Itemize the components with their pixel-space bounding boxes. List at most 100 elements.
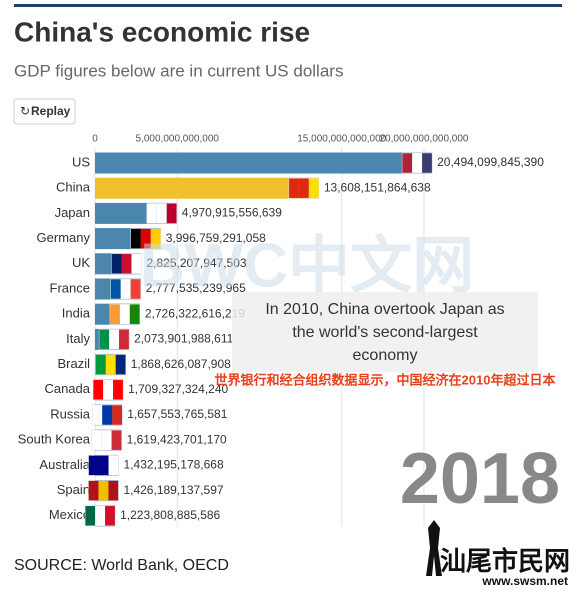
- value-label: 2,777,535,239,965: [146, 281, 246, 295]
- flag-stripe: [98, 455, 109, 476]
- site-logo: 汕尾市民网 www.swsm.net: [426, 520, 570, 588]
- flag-border: [111, 253, 142, 275]
- flag-border: [92, 404, 123, 426]
- flag-stripe: [121, 253, 132, 274]
- chart-title: China's economic rise: [14, 16, 310, 47]
- category-label: US: [72, 154, 90, 169]
- flag: [88, 480, 119, 501]
- annotation-line: economy: [353, 347, 418, 364]
- value-label: 1,223,808,885,586: [120, 508, 220, 522]
- flag: [401, 152, 433, 174]
- flag: [92, 404, 123, 426]
- value-label: 20,494,099,845,390: [437, 155, 544, 169]
- flag-border: [91, 429, 122, 451]
- flag-stripe: [166, 203, 177, 224]
- button-label[interactable]: Replay: [31, 104, 71, 118]
- flag-stripe: [146, 203, 157, 224]
- flag-stripe: [105, 505, 116, 526]
- flag-stripe: [88, 480, 99, 501]
- value-label: 4,970,915,556,639: [182, 206, 282, 220]
- flag-stripe: [140, 228, 151, 249]
- value-label: 2,073,901,988,611: [134, 332, 234, 346]
- flag-stripe: [111, 253, 122, 274]
- flag-stripe: [110, 279, 121, 299]
- flag-stripe: [92, 405, 103, 425]
- flag-stripe: [102, 405, 113, 425]
- flag: [110, 278, 141, 300]
- flag: [98, 329, 130, 350]
- category-label: Australia: [39, 457, 90, 472]
- site-url: www.swsm.net: [481, 574, 568, 588]
- value-label: 1,868,626,087,908: [131, 357, 231, 371]
- flag: [109, 303, 141, 325]
- flag-stripe: [95, 354, 106, 375]
- value-label: 1,426,189,137,597: [123, 483, 223, 497]
- annotation-line: the world's second-largest: [292, 324, 478, 341]
- flag: [288, 177, 320, 199]
- flag-stripe: [105, 354, 116, 375]
- flag: [91, 429, 122, 451]
- flag-stripe: [422, 153, 433, 173]
- flag-stripe: [108, 455, 119, 476]
- flag-border: [98, 329, 130, 350]
- flag-stripe: [119, 329, 130, 350]
- value-label: 2,726,322,616,219: [145, 306, 245, 320]
- flag-border: [110, 278, 141, 300]
- flag-stripe: [99, 329, 110, 350]
- flag-border: [84, 505, 116, 527]
- flag-stripe: [115, 354, 126, 375]
- flag-stripe: [129, 304, 140, 325]
- value-label: 1,657,553,765,581: [127, 407, 227, 421]
- flag-stripe: [85, 505, 96, 526]
- x-tick-label: 5,000,000,000,000: [136, 134, 220, 145]
- bar: [95, 177, 319, 199]
- category-label: Mexico: [49, 507, 90, 522]
- flag-stripe: [308, 178, 319, 199]
- flag-stripe: [108, 480, 119, 501]
- category-label: Spain: [57, 482, 90, 497]
- flag-stripe: [298, 178, 309, 199]
- site-name: 汕尾市民网: [440, 546, 570, 577]
- flag-stripe: [288, 178, 299, 199]
- flag-border: [401, 152, 433, 174]
- value-label: 1,432,195,178,668: [124, 458, 224, 472]
- flag-stripe: [156, 203, 167, 224]
- category-label: Russia: [50, 406, 91, 421]
- button-frame[interactable]: [13, 98, 76, 125]
- annotation-line: In 2010, China overtook Japan as: [265, 301, 504, 318]
- flag-border: [95, 354, 126, 375]
- year-label: 2018: [400, 439, 560, 519]
- flag-stripe: [95, 505, 106, 526]
- chart-subtitle: GDP figures below are in current US doll…: [14, 61, 343, 80]
- category-label: India: [62, 306, 91, 321]
- source: SOURCE: World Bank, OECD: [14, 557, 229, 574]
- flag-stripe: [109, 329, 120, 350]
- category-label: Canada: [44, 381, 90, 396]
- value-label: 3,996,759,291,058: [166, 231, 266, 245]
- flag-stripe: [130, 279, 141, 299]
- flag-stripe: [111, 430, 122, 451]
- flag: [88, 455, 119, 476]
- flag-stripe: [103, 379, 114, 400]
- flag-stripe: [412, 153, 423, 173]
- button-icon[interactable]: ↻: [20, 104, 30, 118]
- flag-stripe: [150, 228, 161, 249]
- x-tick-label: 15,000,000,000,000: [297, 134, 386, 145]
- flag: [95, 354, 126, 375]
- flag: [130, 228, 161, 249]
- flag-stripe: [131, 253, 142, 274]
- value-label: 13,608,151,864,638: [324, 180, 431, 194]
- category-label: UK: [72, 255, 90, 270]
- category-label: China: [56, 180, 91, 195]
- watermark: BWC中文网: [140, 231, 474, 300]
- logo-figure: [426, 520, 442, 576]
- flag-stripe: [119, 304, 130, 325]
- category-label: South Korea: [18, 432, 91, 447]
- flag-border: [88, 480, 119, 501]
- flag-stripe: [109, 304, 120, 325]
- flag-stripe: [98, 480, 109, 501]
- top-rule: [14, 4, 562, 7]
- replay-button[interactable]: ↻ Replay: [13, 98, 76, 125]
- flag-stripe: [93, 379, 104, 400]
